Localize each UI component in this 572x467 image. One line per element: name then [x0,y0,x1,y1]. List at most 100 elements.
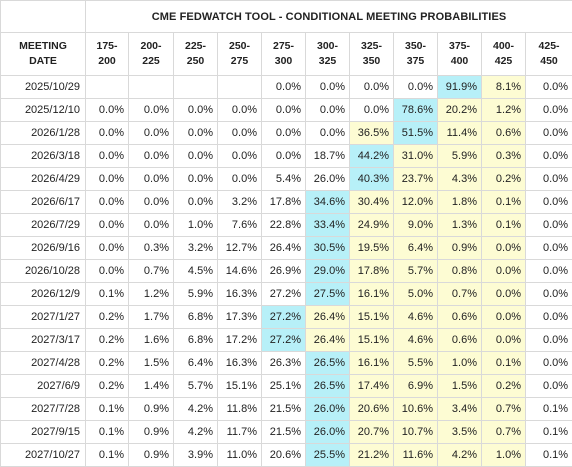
probability-cell: 21.5% [262,421,306,444]
probability-cell: 40.3% [350,168,394,191]
probability-cell: 11.4% [438,122,482,145]
probability-cell: 1.0% [482,444,526,467]
range-header-low: 300- [317,40,338,52]
probability-cell: 0.0% [86,99,129,122]
probability-cell: 6.8% [174,306,218,329]
range-header-low: 175- [96,40,117,52]
probability-cell: 0.0% [129,168,174,191]
meeting-date-cell: 2025/10/29 [1,76,86,99]
meeting-date-header-line2: DATE [29,55,57,67]
probability-cell: 0.0% [86,145,129,168]
probability-cell: 27.5% [306,283,350,306]
probability-cell: 0.0% [526,99,572,122]
probability-cell [129,76,174,99]
range-header-high: 250 [187,55,205,67]
range-header-high: 450 [540,55,558,67]
probability-cell: 1.5% [129,352,174,375]
probability-cell: 0.0% [174,191,218,214]
probability-cell: 0.2% [482,168,526,191]
probability-cell: 20.6% [262,444,306,467]
probability-cell: 0.0% [262,99,306,122]
probability-cell: 30.4% [350,191,394,214]
probability-cell: 4.3% [438,168,482,191]
probability-cell: 0.7% [129,260,174,283]
probability-cell: 0.0% [526,168,572,191]
range-header: 225- 250 [174,33,218,76]
probability-cell: 0.0% [306,99,350,122]
meeting-date-header-line1: MEETING [19,40,67,52]
probability-cell: 26.5% [306,375,350,398]
probability-cell: 0.9% [438,237,482,260]
probability-cell: 27.2% [262,329,306,352]
range-header-low: 200- [140,40,161,52]
probability-cell: 0.7% [438,283,482,306]
range-header-high: 225 [142,55,160,67]
probability-cell: 0.0% [86,191,129,214]
probability-cell: 0.0% [129,145,174,168]
probability-cell: 26.0% [306,398,350,421]
probability-cell: 0.2% [482,375,526,398]
range-header: 350-375 [394,33,438,76]
probability-cell: 8.1% [482,76,526,99]
probability-cell: 1.5% [438,375,482,398]
range-header: 325-350 [350,33,394,76]
probability-cell: 5.4% [262,168,306,191]
probability-cell: 0.6% [438,329,482,352]
probability-cell: 6.4% [394,237,438,260]
title-row: CME FEDWATCH TOOL - CONDITIONAL MEETING … [1,1,572,33]
probability-cell: 0.0% [526,283,572,306]
probability-cell: 14.6% [218,260,262,283]
probability-cell: 1.2% [482,99,526,122]
probability-cell: 26.4% [306,306,350,329]
meeting-date-cell: 2027/9/15 [1,421,86,444]
probability-cell: 51.5% [394,122,438,145]
probability-cell: 0.0% [350,99,394,122]
probability-cell: 3.2% [218,191,262,214]
range-header-low: 400- [493,40,514,52]
probability-cell: 25.1% [262,375,306,398]
probability-cell: 6.4% [174,352,218,375]
probability-cell: 0.1% [86,398,129,421]
range-header: 375-400 [438,33,482,76]
meeting-date-cell: 2026/10/28 [1,260,86,283]
range-header-high: 375 [407,55,425,67]
probability-cell: 34.6% [306,191,350,214]
probability-cell: 44.2% [350,145,394,168]
probability-cell: 7.6% [218,214,262,237]
probability-cell: 4.2% [174,421,218,444]
probability-cell: 3.2% [174,237,218,260]
probability-cell: 0.0% [526,214,572,237]
range-header-low: 225- [185,40,206,52]
probability-cell: 26.9% [262,260,306,283]
probability-cell: 0.1% [86,421,129,444]
probability-cell: 0.0% [526,191,572,214]
probability-cell: 1.0% [438,352,482,375]
probability-cell: 29.0% [306,260,350,283]
probability-cell: 3.4% [438,398,482,421]
probability-cell: 20.2% [438,99,482,122]
probability-cell: 4.6% [394,329,438,352]
probability-cell: 0.0% [526,122,572,145]
probability-cell: 0.0% [526,260,572,283]
probability-cell: 17.8% [262,191,306,214]
range-header-low: 425- [539,40,560,52]
probability-cell: 0.0% [394,76,438,99]
probability-cell: 0.0% [482,283,526,306]
probability-cell: 0.0% [174,99,218,122]
probability-cell: 1.3% [438,214,482,237]
probability-cell: 27.2% [262,283,306,306]
meeting-date-cell: 2027/1/27 [1,306,86,329]
probability-cell: 4.5% [174,260,218,283]
probability-cell: 26.4% [306,329,350,352]
probability-cell: 0.9% [129,398,174,421]
